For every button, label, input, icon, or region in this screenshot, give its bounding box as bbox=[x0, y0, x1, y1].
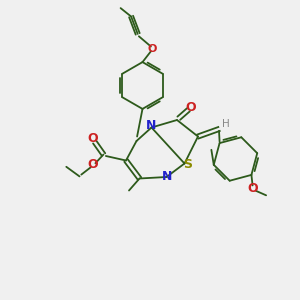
Text: O: O bbox=[87, 131, 98, 145]
Text: O: O bbox=[147, 44, 157, 55]
Text: O: O bbox=[248, 182, 258, 195]
Text: S: S bbox=[184, 158, 193, 172]
Text: H: H bbox=[222, 118, 230, 129]
Text: N: N bbox=[146, 118, 156, 132]
Text: O: O bbox=[88, 158, 98, 172]
Text: O: O bbox=[185, 101, 196, 114]
Text: N: N bbox=[162, 170, 172, 184]
